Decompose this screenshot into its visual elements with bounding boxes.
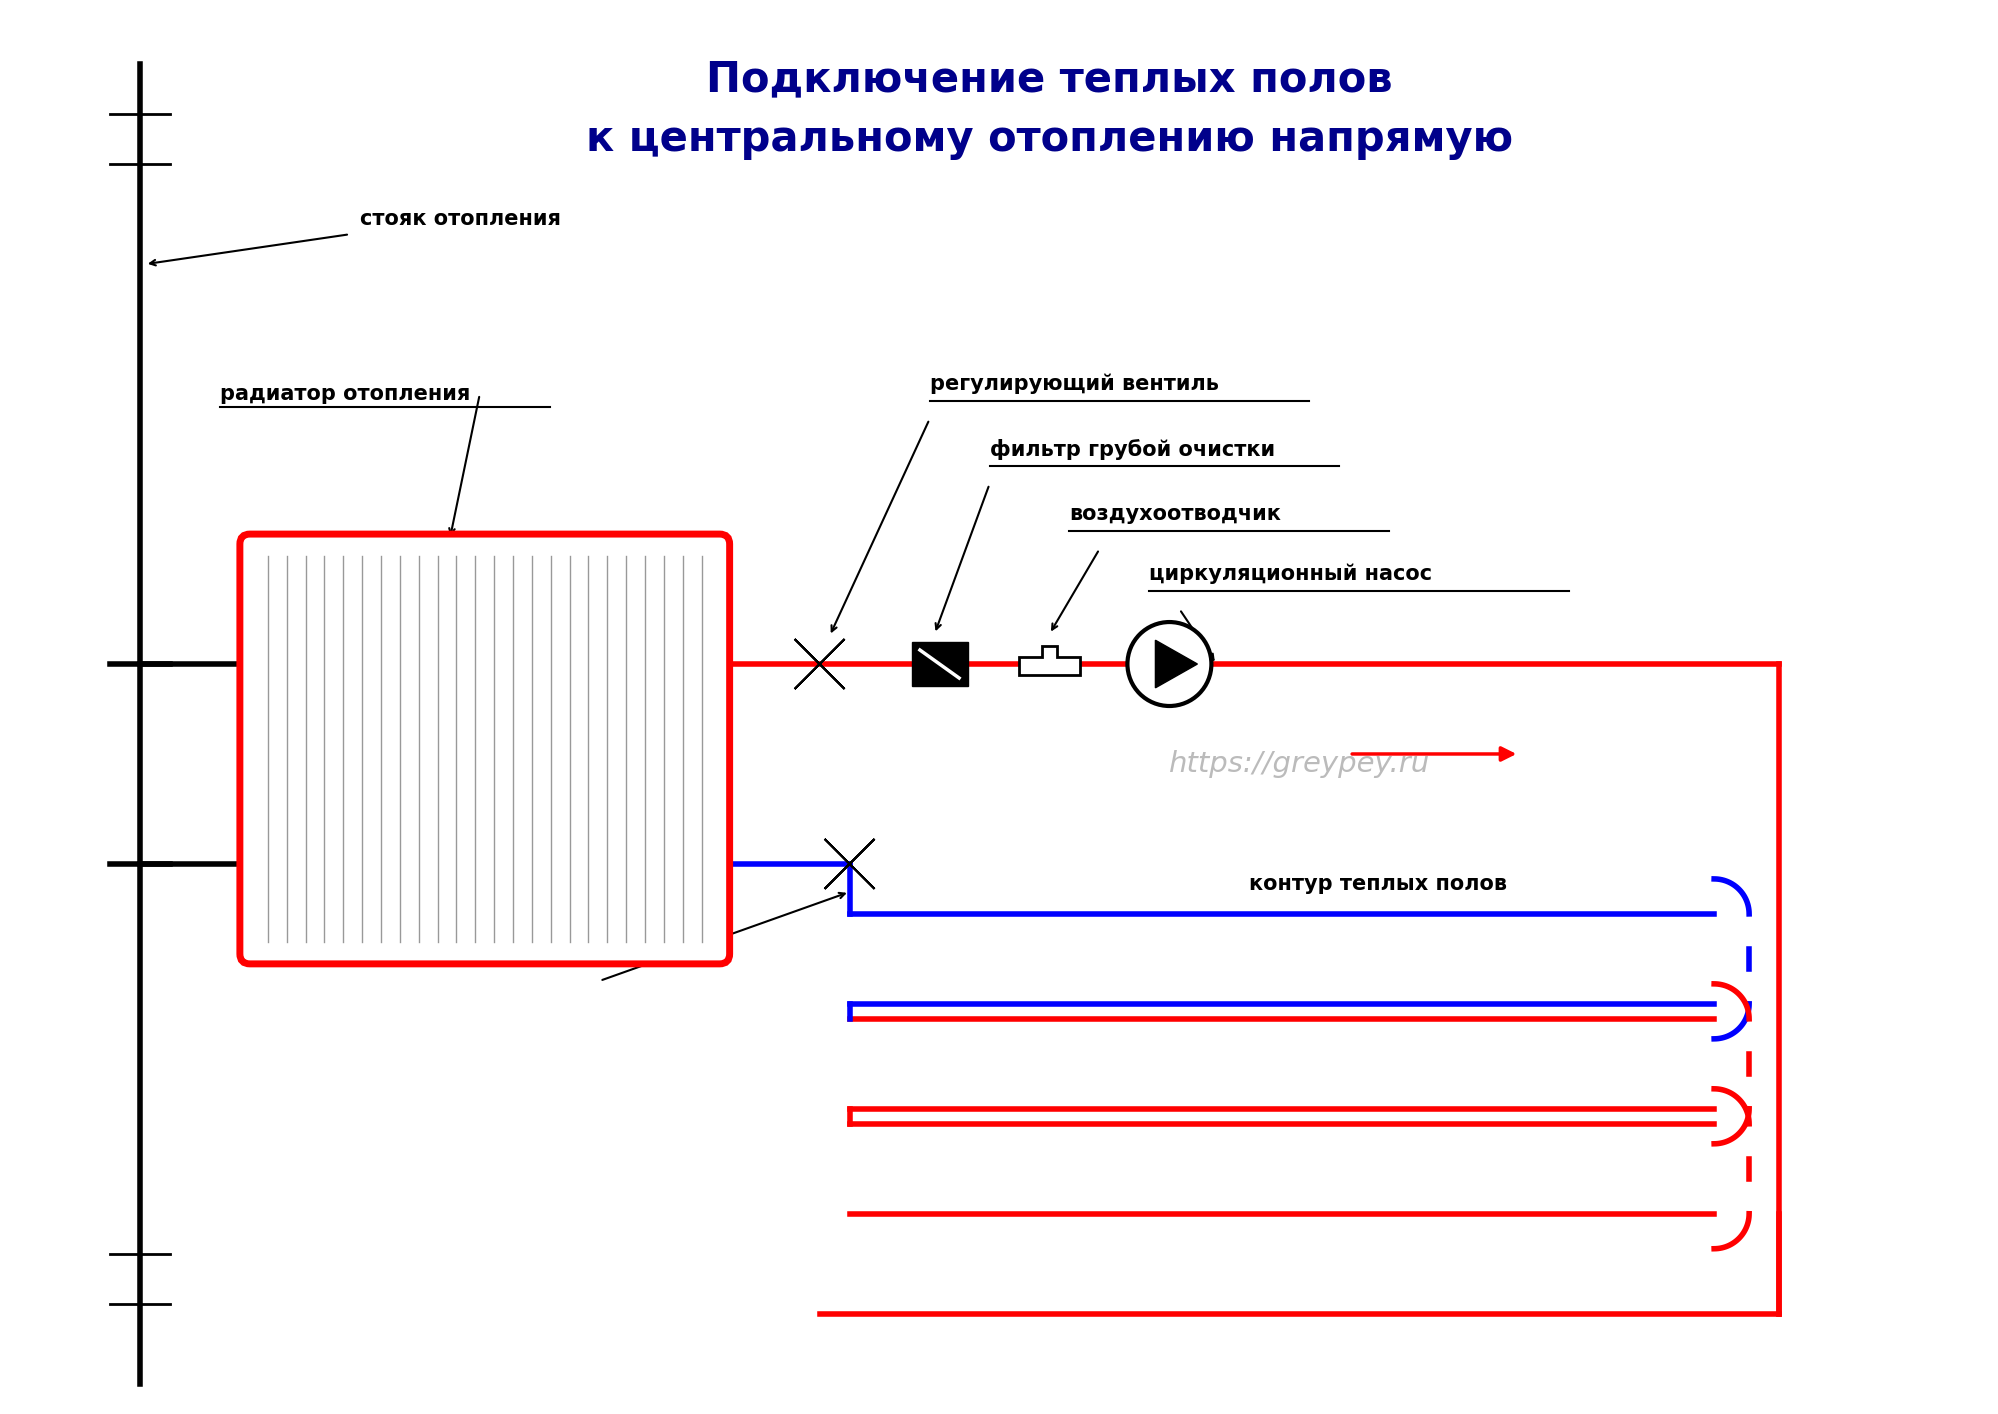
Circle shape	[1127, 622, 1211, 706]
Polygon shape	[911, 642, 967, 686]
Text: Подключение теплых полов: Подключение теплых полов	[705, 58, 1393, 100]
Text: циркуляционный насос: циркуляционный насос	[1149, 564, 1433, 584]
FancyBboxPatch shape	[240, 534, 729, 964]
Text: шаровый кран: шаровый кран	[472, 945, 649, 964]
Text: к центральному отоплению напрямую: к центральному отоплению напрямую	[585, 119, 1512, 160]
Text: фильтр грубой очистки: фильтр грубой очистки	[989, 438, 1275, 460]
Text: контур теплых полов: контур теплых полов	[1249, 874, 1506, 894]
Polygon shape	[823, 839, 875, 889]
Text: стояк отопления: стояк отопления	[360, 209, 561, 229]
Text: https://greypey.ru: https://greypey.ru	[1169, 749, 1429, 778]
Polygon shape	[793, 639, 843, 689]
Polygon shape	[1019, 646, 1079, 674]
Text: радиатор отопления: радиатор отопления	[220, 385, 470, 404]
Polygon shape	[793, 639, 843, 689]
Polygon shape	[823, 839, 875, 889]
Text: воздухоотводчик: воздухоотводчик	[1069, 505, 1281, 525]
Text: регулирующий вентиль: регулирующий вентиль	[929, 373, 1219, 395]
Polygon shape	[1155, 641, 1197, 687]
